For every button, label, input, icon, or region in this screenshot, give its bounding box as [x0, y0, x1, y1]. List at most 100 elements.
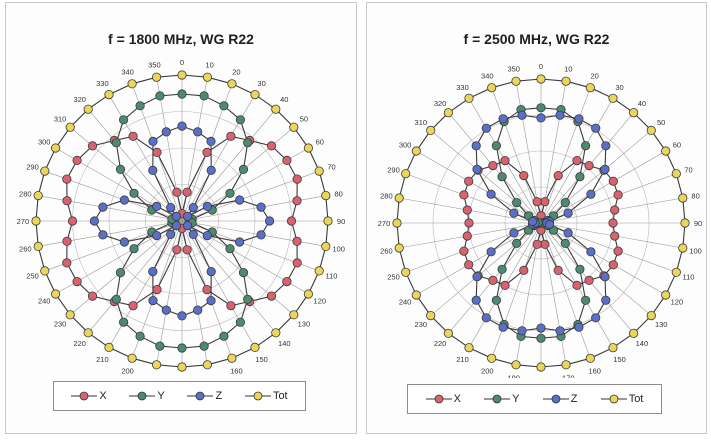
legend-item-tot: Tot — [600, 393, 643, 405]
data-point-z — [119, 237, 130, 247]
data-point-z — [202, 201, 212, 211]
data-point-z — [517, 326, 527, 336]
data-point-tot — [585, 353, 595, 363]
data-point-x — [608, 260, 618, 270]
data-point-tot — [401, 169, 411, 179]
data-point-y — [219, 331, 229, 341]
data-point-z — [563, 228, 573, 238]
chart-legend: X Y Z Tot — [53, 381, 306, 411]
polar-plot-1800: 0 10 20 30 40 50 60 70 80 90 100 110 120 130 140 150 160… — [17, 58, 346, 376]
data-point-z — [486, 189, 496, 199]
data-point-tot — [661, 290, 671, 300]
data-point-tot — [152, 72, 162, 82]
data-point-y — [155, 341, 165, 351]
data-point-x — [282, 155, 292, 165]
data-point-y — [238, 267, 249, 278]
data-point-z — [256, 202, 266, 212]
legend-marker-z — [187, 391, 214, 401]
data-point-y — [512, 198, 522, 208]
data-point-z — [555, 326, 565, 336]
legend-marker-x — [71, 391, 98, 401]
data-point-tot — [33, 241, 43, 251]
data-point-x — [292, 196, 302, 206]
data-point-tot — [250, 90, 260, 100]
data-point-z — [527, 216, 538, 227]
data-point-tot — [321, 241, 331, 251]
data-point-z — [235, 195, 245, 205]
angle-tick-label: 250 — [26, 271, 39, 280]
data-point-z — [152, 231, 162, 241]
data-point-y — [575, 172, 585, 182]
grid-spoke — [540, 130, 652, 224]
legend-label-x: X — [99, 390, 107, 402]
polar-plot-2500: 0 10 20 30 40 50 60 70 80 90 100 110 120 130 140 150 160… — [378, 62, 702, 378]
angle-tick-label: 170 — [203, 374, 216, 375]
angle-tick-label: 300 — [399, 141, 412, 150]
data-point-x — [292, 174, 302, 184]
data-point-x — [152, 284, 162, 295]
data-point-tot — [314, 266, 324, 276]
data-point-x — [610, 205, 620, 215]
data-point-y — [199, 341, 209, 351]
grid-spoke — [38, 195, 183, 222]
angle-tick-label: 350 — [507, 64, 520, 73]
legend-marker-y — [484, 394, 511, 404]
data-point-y — [177, 89, 187, 99]
angle-tick-label: 150 — [255, 355, 268, 364]
data-point-z — [89, 216, 100, 226]
data-point-tot — [411, 290, 421, 300]
legend-item-y: Y — [484, 393, 520, 405]
data-point-z — [206, 266, 216, 277]
data-point-tot — [314, 166, 324, 176]
data-point-tot — [671, 267, 681, 277]
data-point-tot — [426, 310, 436, 321]
data-point-x — [532, 197, 542, 207]
data-point-z — [188, 229, 198, 239]
data-point-y — [238, 164, 249, 174]
data-point-tot — [536, 362, 546, 372]
data-point-x — [128, 301, 138, 311]
angle-tick-label: 300 — [38, 137, 51, 146]
angle-tick-label: 30 — [615, 83, 623, 92]
data-point-x — [459, 246, 469, 256]
data-point-tot — [426, 125, 436, 136]
data-point-x — [540, 197, 550, 207]
angle-tick-label: 180 — [535, 376, 548, 378]
data-point-y — [225, 188, 235, 198]
data-point-tot — [411, 146, 421, 156]
data-point-x — [202, 147, 212, 157]
angle-tick-label: 40 — [280, 95, 288, 104]
angle-tick-label: 40 — [638, 99, 646, 108]
angle-tick-label: 0 — [539, 62, 543, 71]
data-point-tot — [321, 191, 331, 201]
data-point-tot — [202, 72, 212, 82]
angle-tick-label: 160 — [230, 367, 243, 376]
data-point-y — [115, 164, 126, 174]
data-point-tot — [227, 353, 237, 363]
data-point-z — [498, 322, 508, 332]
data-point-y — [536, 103, 546, 113]
data-point-z — [148, 266, 158, 277]
data-point-tot — [392, 218, 402, 228]
data-point-z — [161, 127, 171, 137]
data-point-y — [111, 138, 121, 148]
angle-tick-label: 280 — [19, 189, 32, 198]
data-point-z — [600, 164, 610, 174]
angle-tick-label: 260 — [19, 245, 32, 254]
data-point-tot — [152, 360, 162, 370]
data-point-x — [610, 231, 620, 241]
data-point-x — [286, 216, 297, 226]
data-point-x — [464, 176, 474, 186]
data-point-z — [472, 272, 482, 282]
data-point-y — [491, 141, 501, 151]
data-point-tot — [65, 122, 75, 132]
angle-tick-label: 310 — [54, 115, 67, 124]
data-point-y — [560, 198, 570, 208]
legend-label-y: Y — [512, 393, 520, 405]
data-point-z — [206, 295, 216, 306]
legend-marker-z — [542, 394, 569, 404]
data-point-y — [512, 238, 522, 248]
data-point-tot — [678, 193, 688, 203]
data-point-tot — [271, 104, 281, 114]
grid-spoke — [430, 130, 542, 224]
